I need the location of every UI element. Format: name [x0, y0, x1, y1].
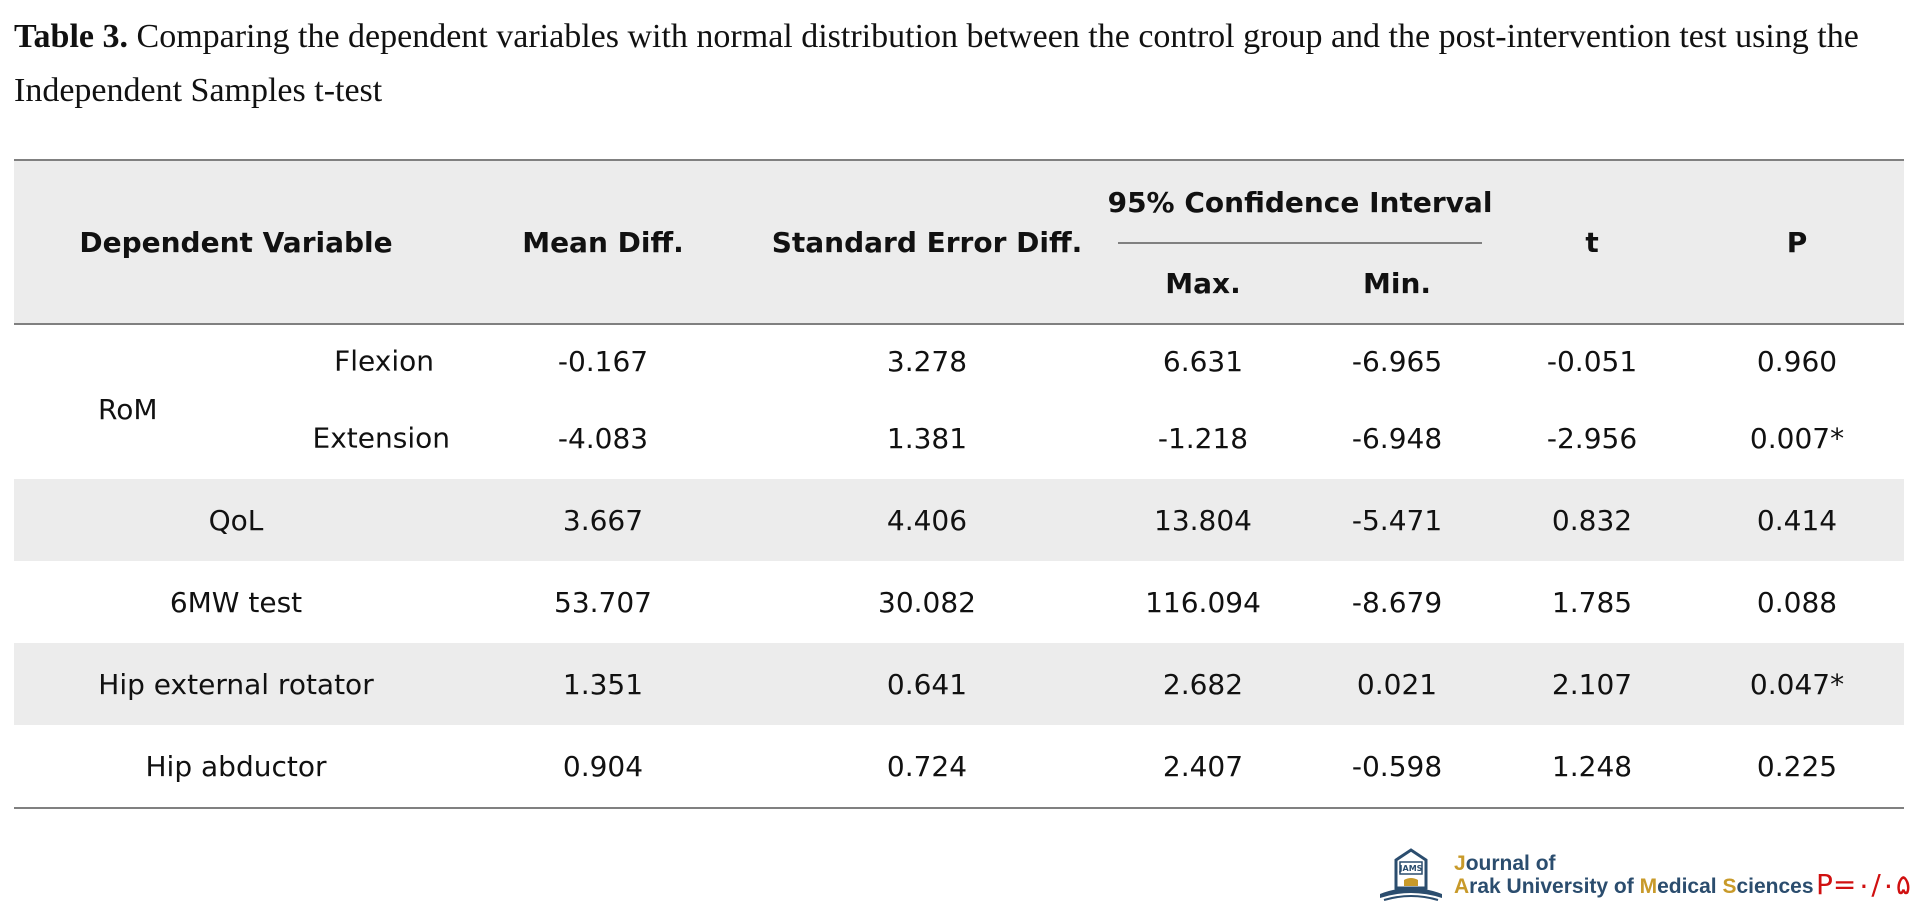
logo-text: JAMS	[1399, 864, 1423, 873]
cell-t: -2.956	[1546, 421, 1638, 455]
cell-t: -0.051	[1546, 344, 1638, 378]
row-label: Hip abductor	[145, 749, 327, 783]
journal-line1-rest: ournal of	[1465, 852, 1556, 875]
table-row: RoM Flexion -0.167 3.278 6.631 -6.965 -0.051 0.…	[14, 324, 1904, 427]
header-p: P	[1690, 160, 1905, 324]
header-confidence-interval: 95% Confidence Interval	[1106, 160, 1495, 244]
header-ci-label: 95% Confidence Interval	[1107, 186, 1493, 219]
table-caption: Table 3. Comparing the dependent variabl…	[14, 10, 1904, 118]
row-label-cell: Extension	[14, 397, 458, 479]
cell-t: 1.248	[1551, 749, 1633, 783]
table-row: 6MW test 53.707 30.082 116.094 -8.679 1.785 0.…	[14, 561, 1904, 643]
cell-mean-diff: 1.351	[458, 643, 748, 725]
table-row: Extension -4.083 1.381 -1.218 -6.948 -2.956 0.…	[14, 397, 1904, 479]
cell-se-diff: 4.406	[748, 479, 1106, 561]
row-label: Hip external rotator	[14, 643, 458, 725]
cell-p: 0.414	[1690, 479, 1905, 561]
cell-p: 0.007*	[1749, 421, 1845, 455]
journal-line-1: Journal of	[1454, 852, 1814, 875]
cell-ci-max: -1.218	[1157, 421, 1249, 455]
cell-mean-diff: -4.083	[557, 421, 649, 455]
journal-line2-segment: ciences	[1736, 875, 1814, 898]
cell-mean-diff: 3.667	[458, 479, 748, 561]
journal-line2-segment: M	[1639, 875, 1658, 898]
cell-se-diff: 0.641	[748, 643, 1106, 725]
row-label: 6MW test	[169, 585, 303, 619]
cell-t: 2.107	[1494, 643, 1691, 725]
rom-group-label: RoM	[98, 393, 158, 426]
cell-ci-max: 2.407	[1162, 749, 1244, 783]
row-label: Flexion	[334, 344, 434, 378]
header-se-diff: Standard Error Diff.	[748, 160, 1106, 324]
results-table-container: Dependent Variable Mean Diff. Standard E…	[14, 159, 1905, 809]
cell-se-diff: 30.082	[878, 585, 976, 619]
cell-p: 0.088	[1756, 585, 1838, 619]
cell-ci-min: -6.948	[1351, 421, 1443, 455]
cell-t: 0.832	[1494, 479, 1691, 561]
cell-se-diff: 3.278	[886, 344, 968, 378]
p-value-note: P=۰/۰۵	[1816, 868, 1911, 901]
ci-divider	[1118, 242, 1483, 244]
row-label: QoL	[14, 479, 458, 561]
cell-ci-min: -6.965	[1351, 344, 1443, 378]
header-dependent-variable: Dependent Variable	[14, 160, 458, 324]
journal-name: Journal of Arak University of Medical Sc…	[1454, 852, 1814, 898]
table-header: Dependent Variable Mean Diff. Standard E…	[14, 160, 1905, 324]
cell-ci-min: -0.598	[1351, 749, 1443, 783]
cell-ci-min: -8.679	[1351, 585, 1443, 619]
cell-p: 0.960	[1756, 344, 1838, 378]
cell-mean-diff: 53.707	[554, 585, 652, 619]
results-table: Dependent Variable Mean Diff. Standard E…	[14, 159, 1905, 809]
journal-line2-segment: A	[1454, 875, 1470, 898]
cell-ci-max: 6.631	[1162, 344, 1244, 378]
header-ci-max: Max.	[1106, 244, 1300, 324]
cell-ci-min: 0.021	[1300, 643, 1495, 725]
table-row: QoL 3.667 4.406 13.804 -5.471 0.832 0.414	[14, 479, 1905, 561]
table-row: Hip abductor 0.904 0.724 2.407 -0.598 1.248 0.…	[14, 725, 1904, 808]
journal-line-2: Arak University of Medical Sciences	[1454, 875, 1814, 898]
journal-initial: J	[1454, 852, 1466, 875]
cell-ci-max: 2.682	[1106, 643, 1300, 725]
cell-mean-diff: 0.904	[562, 749, 644, 783]
header-mean-diff: Mean Diff.	[458, 160, 748, 324]
cell-mean-diff: -0.167	[557, 344, 649, 378]
row-label: Extension	[312, 421, 450, 455]
cell-se-diff: 1.381	[886, 421, 968, 455]
cell-ci-max: 13.804	[1106, 479, 1300, 561]
journal-line2-segment: rak University of	[1469, 875, 1640, 898]
table-row: Hip external rotator 1.351 0.641 2.682 0.021…	[14, 643, 1905, 725]
row-label-cell: RoM Flexion	[14, 324, 458, 427]
jams-logo-icon: JAMS	[1380, 848, 1442, 901]
header-ci-min: Min.	[1300, 244, 1495, 324]
cell-p: 0.047*	[1690, 643, 1905, 725]
journal-footer: JAMS Journal of Arak University of Medic…	[1374, 838, 1914, 908]
caption-label: Table 3.	[14, 18, 129, 55]
header-t: t	[1494, 160, 1691, 324]
cell-ci-min: -5.471	[1300, 479, 1495, 561]
journal-line2-segment: S	[1722, 875, 1737, 898]
cell-p: 0.225	[1756, 749, 1838, 783]
caption-text: Comparing the dependent variables with n…	[14, 18, 1859, 109]
journal-line2-segment: edical	[1657, 875, 1723, 898]
cell-t: 1.785	[1551, 585, 1633, 619]
cell-ci-max: 116.094	[1145, 585, 1261, 619]
table-body: RoM Flexion -0.167 3.278 6.631 -6.965 -0.051 0.…	[14, 324, 1905, 808]
cell-se-diff: 0.724	[886, 749, 968, 783]
